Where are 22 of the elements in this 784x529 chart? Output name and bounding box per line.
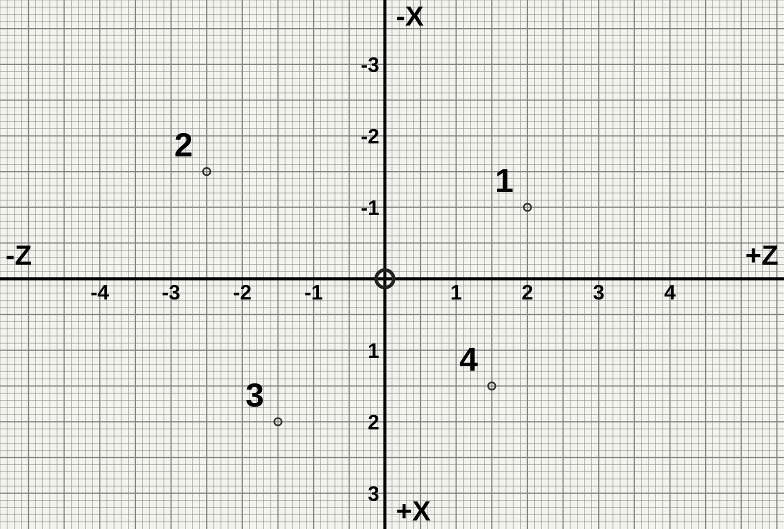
x-tick-label: 2 <box>522 284 532 300</box>
annotation: -Z <box>6 246 31 265</box>
y-tick-label: 1 <box>369 344 379 358</box>
y-tick-label: 2 <box>368 414 378 430</box>
x-axis-title: +Z <box>746 246 778 265</box>
annotation: 4 <box>460 348 478 371</box>
x-tick-label: -1 <box>305 285 322 300</box>
annotation: 3 <box>246 383 263 407</box>
y-axis-title: +X <box>397 501 430 520</box>
x-tick-label: -3 <box>162 284 180 300</box>
x-tick-label: 3 <box>593 284 604 300</box>
y-tick-label: -2 <box>362 128 378 144</box>
x-tick-label: -2 <box>234 284 251 300</box>
annotation: 2 <box>175 133 192 156</box>
annotation: -X <box>397 6 424 26</box>
y-tick-label: 3 <box>368 486 379 502</box>
x-tick-label: -4 <box>91 285 109 300</box>
x-tick-label: 1 <box>452 285 462 300</box>
y-tick-label: -1 <box>362 200 379 215</box>
x-tick-label: 4 <box>664 285 676 300</box>
y-tick-label: -3 <box>362 57 379 72</box>
annotation: 1 <box>497 169 513 192</box>
